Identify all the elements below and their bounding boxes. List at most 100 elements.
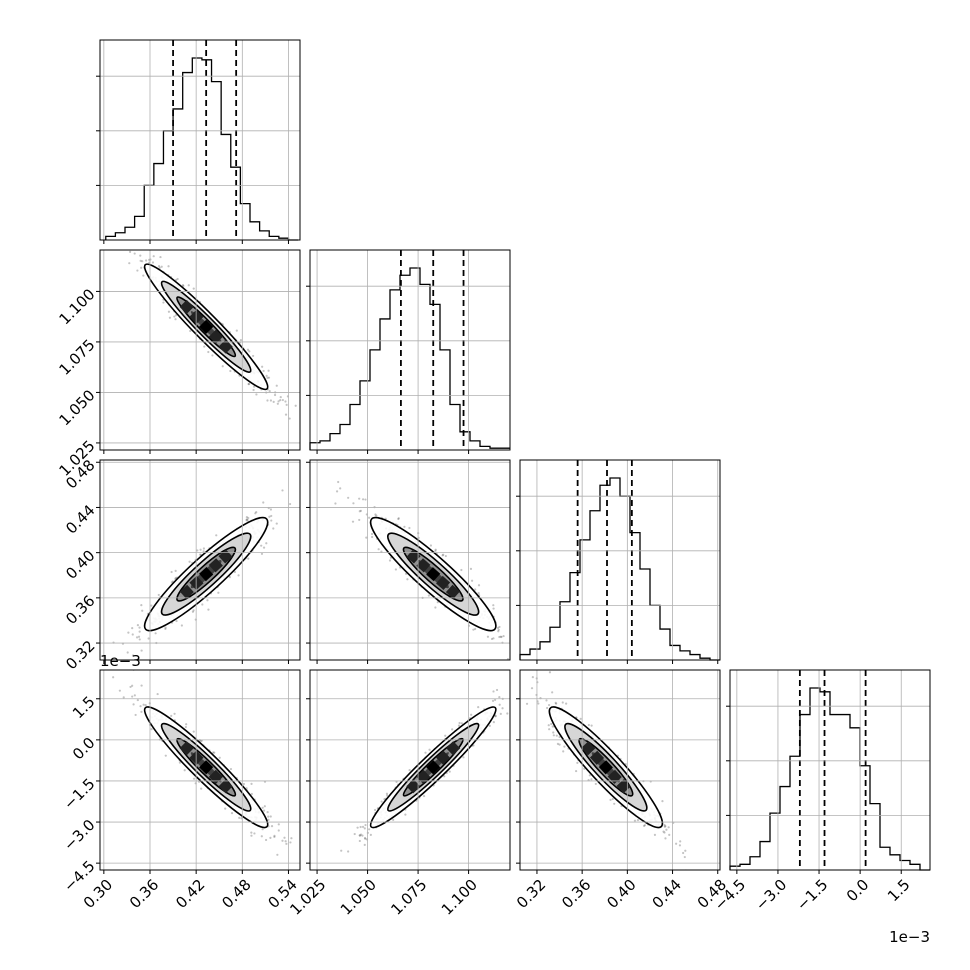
sample-point	[498, 625, 501, 629]
sample-point	[229, 369, 232, 373]
x-tick-label: 1.5	[884, 876, 914, 906]
panel-frame	[99, 39, 301, 241]
density-cell	[208, 558, 223, 573]
sample-point	[254, 512, 257, 515]
sample-point	[368, 828, 371, 831]
sample-point	[488, 724, 491, 727]
sample-point	[250, 782, 253, 785]
sample-point	[497, 630, 500, 633]
sample-point	[262, 546, 266, 549]
sample-point	[192, 287, 195, 290]
sample-point	[250, 792, 253, 796]
sample-point	[269, 836, 272, 839]
sample-point	[498, 635, 501, 639]
sample-point	[500, 635, 503, 639]
sample-point	[364, 823, 367, 827]
sample-point	[279, 399, 282, 402]
sample-point	[262, 369, 265, 373]
sample-point	[131, 627, 134, 630]
sample-point	[167, 265, 170, 268]
sample-point	[128, 250, 132, 253]
sample-point	[150, 604, 153, 607]
sample-point	[358, 834, 361, 837]
sample-point	[207, 608, 210, 611]
sample-point	[265, 542, 268, 545]
sample-point	[498, 703, 501, 706]
sample-point	[174, 576, 177, 580]
sample-point	[147, 637, 150, 640]
sample-point	[499, 712, 502, 715]
sample-point	[665, 828, 668, 831]
density-cell	[199, 760, 214, 775]
sample-point	[262, 809, 266, 812]
sample-point	[218, 756, 221, 759]
sample-point	[129, 685, 132, 689]
density-cell	[446, 741, 461, 756]
sample-point	[173, 712, 176, 715]
sample-point	[140, 684, 143, 687]
sample-point	[368, 516, 371, 519]
sample-point	[261, 828, 264, 831]
sample-point	[276, 853, 279, 856]
histogram-step-line	[309, 267, 510, 450]
sample-point	[239, 339, 243, 342]
sample-point	[201, 603, 204, 606]
scatter-panel-1-0	[96, 249, 301, 454]
sample-point	[142, 274, 145, 277]
sample-point	[269, 815, 272, 818]
sample-point	[183, 769, 186, 772]
sample-point	[363, 843, 366, 846]
sample-point	[281, 839, 284, 842]
sample-point	[474, 588, 477, 591]
sample-point	[192, 777, 196, 780]
sample-point	[267, 376, 271, 379]
sample-point	[663, 825, 666, 828]
sample-point	[373, 808, 377, 812]
sample-point	[283, 836, 286, 839]
sample-point	[118, 689, 121, 692]
sample-point	[457, 724, 461, 727]
sample-point	[157, 265, 161, 268]
sample-point	[122, 696, 125, 699]
sample-point	[385, 792, 389, 795]
y-tick-label: 0.40	[62, 546, 98, 582]
sample-point	[285, 403, 288, 406]
density-cell	[598, 760, 613, 775]
sample-point	[162, 301, 165, 304]
x-tick-label: 0.48	[218, 876, 254, 912]
sample-point	[497, 628, 500, 631]
sample-point	[664, 837, 667, 840]
sample-point	[356, 826, 359, 829]
sample-point	[558, 735, 561, 739]
sample-point	[588, 774, 591, 777]
sample-point	[546, 706, 549, 710]
sample-point	[369, 833, 372, 836]
sample-point	[260, 544, 263, 547]
y-tick-label: 0.0	[69, 734, 99, 764]
panel-frame	[99, 459, 301, 661]
sample-point	[506, 657, 510, 660]
sample-point	[281, 489, 284, 492]
sample-point	[127, 631, 130, 634]
sample-point	[363, 827, 366, 830]
sample-point	[493, 698, 497, 701]
panel-frame	[519, 459, 721, 661]
density-cell	[179, 741, 194, 756]
sample-point	[221, 365, 224, 368]
sample-point	[288, 417, 291, 420]
sample-point	[246, 518, 249, 522]
sample-point	[470, 713, 473, 716]
sample-point	[351, 520, 355, 523]
sample-point	[307, 849, 309, 851]
sample-point	[552, 731, 555, 734]
sample-point	[494, 715, 497, 718]
sample-point	[196, 549, 199, 552]
histogram-panel-1	[306, 249, 511, 454]
sample-point	[364, 837, 367, 840]
sample-point	[269, 399, 273, 402]
sample-point	[252, 388, 255, 392]
sample-point	[486, 635, 490, 638]
sample-point	[290, 837, 293, 840]
sample-point	[359, 509, 362, 512]
sample-point	[255, 393, 258, 396]
